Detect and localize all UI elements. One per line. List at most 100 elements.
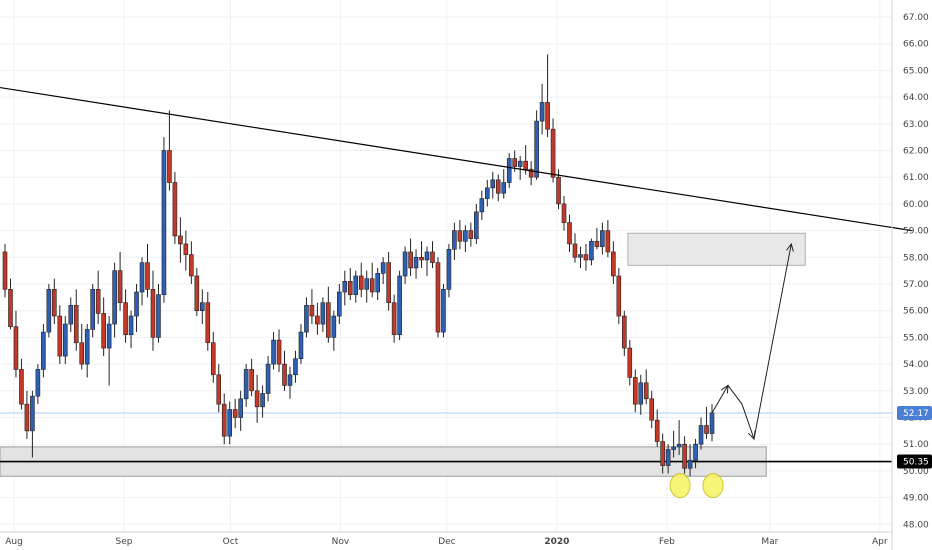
candle-body xyxy=(676,443,682,448)
candle-body xyxy=(594,240,600,247)
candle-body xyxy=(189,254,194,277)
y-tick-label: 63.00 xyxy=(903,120,929,130)
candle-body xyxy=(8,289,13,328)
candle xyxy=(276,329,282,373)
y-tick-label: 57.00 xyxy=(903,280,929,290)
y-tick-label: 58.00 xyxy=(903,253,929,263)
candle-body xyxy=(95,289,101,314)
candle xyxy=(561,195,567,231)
x-tick-label: Aug xyxy=(5,537,23,547)
candle-body xyxy=(205,302,211,344)
candle-body xyxy=(249,369,254,392)
candle xyxy=(194,267,200,317)
candle xyxy=(589,238,594,266)
candle-body xyxy=(19,369,24,405)
candle-body xyxy=(605,230,611,253)
candle xyxy=(282,350,287,391)
y-tick-label: 48.00 xyxy=(903,520,929,530)
candle-body xyxy=(271,339,276,365)
candle-body xyxy=(293,358,298,376)
y-tick-label: 51.00 xyxy=(903,440,929,450)
trendline[interactable] xyxy=(0,86,912,232)
current-price-badge xyxy=(897,405,932,420)
candle xyxy=(556,169,561,210)
candle-body xyxy=(337,291,342,317)
candle-body xyxy=(523,160,528,170)
candle-body xyxy=(419,256,424,261)
candle xyxy=(671,430,676,458)
candle xyxy=(128,310,134,349)
candle xyxy=(178,217,183,263)
candle xyxy=(358,262,364,298)
x-axis[interactable]: Aug Sep Oct Nov Dec 2020 Feb Mar Apr xyxy=(5,537,888,547)
candle-body xyxy=(556,176,561,205)
candle xyxy=(331,310,337,351)
candle xyxy=(265,356,271,402)
candle-body xyxy=(600,230,605,247)
y-tick-label: 62.00 xyxy=(903,147,929,157)
price-labels: 52.17 50.35 xyxy=(897,405,932,469)
candle-body xyxy=(73,305,79,344)
candle-body xyxy=(309,305,315,317)
candle xyxy=(293,350,298,383)
candle xyxy=(600,222,605,255)
candle-body xyxy=(106,323,112,349)
candle xyxy=(243,364,249,407)
candle-body xyxy=(178,235,183,245)
y-axis[interactable]: 48.0049.0050.0051.0052.0053.0054.0055.00… xyxy=(903,13,929,530)
candle-body xyxy=(622,315,627,349)
y-tick-label: 67.00 xyxy=(903,13,929,23)
candle xyxy=(84,324,90,378)
candle-body xyxy=(561,203,567,223)
candle xyxy=(463,225,468,252)
candle xyxy=(287,366,293,399)
candle xyxy=(112,262,117,338)
candle xyxy=(660,433,665,474)
candle xyxy=(320,297,326,333)
candle xyxy=(90,284,95,338)
candle xyxy=(550,118,556,183)
candle-body xyxy=(298,331,304,360)
candle-body xyxy=(435,262,441,333)
candle-body xyxy=(474,211,479,239)
candle xyxy=(424,246,430,276)
candle-body xyxy=(479,198,485,213)
candle-body xyxy=(457,230,463,242)
candle xyxy=(474,203,479,244)
candle-body xyxy=(150,289,156,338)
candle-body xyxy=(68,305,74,325)
candle xyxy=(342,270,348,306)
projection-path xyxy=(711,243,792,441)
candle-body xyxy=(698,425,704,445)
candle xyxy=(156,284,161,343)
candle-body xyxy=(578,254,583,258)
candle-body xyxy=(671,446,676,450)
candle-body xyxy=(331,315,337,338)
x-tick-label: 2020 xyxy=(544,537,569,547)
candle xyxy=(145,243,150,298)
candle xyxy=(649,390,655,429)
candle xyxy=(19,358,24,410)
resistance-zone xyxy=(627,232,806,266)
candle-body xyxy=(128,315,134,336)
candle xyxy=(578,246,583,268)
candle-body xyxy=(123,302,128,336)
candle xyxy=(632,369,638,413)
candle xyxy=(298,324,304,365)
candle-body xyxy=(380,262,386,274)
candle-body xyxy=(101,313,106,349)
candle xyxy=(8,278,13,330)
candle-body xyxy=(79,342,85,365)
candle-body xyxy=(183,243,189,255)
candle xyxy=(249,358,254,397)
candle-body xyxy=(24,403,30,432)
candle xyxy=(232,398,238,429)
y-tick-label: 66.00 xyxy=(903,40,929,50)
candle-body xyxy=(243,369,249,400)
candle-body xyxy=(452,230,457,250)
candle-body xyxy=(501,182,507,194)
candle-body xyxy=(62,323,68,357)
candle xyxy=(183,230,189,271)
level-price-label: 50.35 xyxy=(903,458,929,468)
